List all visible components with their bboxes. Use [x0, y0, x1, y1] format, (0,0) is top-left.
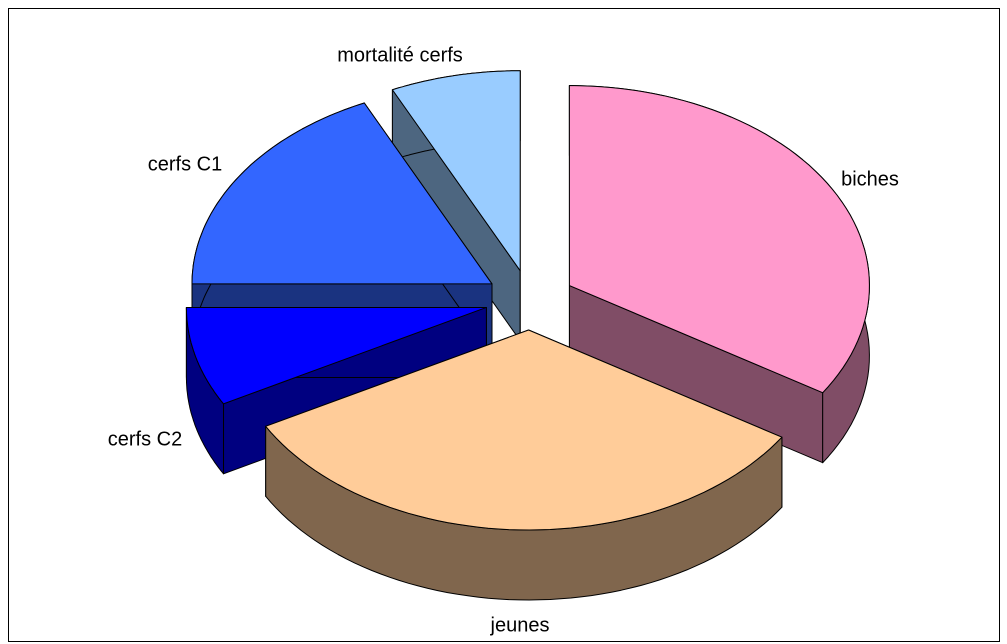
slice-label: jeunes [490, 614, 550, 636]
slice-top [191, 102, 493, 285]
pie-slice [568, 85, 870, 464]
slice-label: cerfs C2 [108, 428, 182, 450]
slice-label: cerfs C1 [148, 153, 222, 175]
slice-top [185, 306, 487, 405]
slice-label: mortalité cerfs [337, 44, 463, 66]
slice-top [568, 85, 870, 394]
slice-top [391, 70, 521, 272]
slice-top [265, 329, 783, 531]
slice-label: biches [841, 168, 899, 190]
pie-slice [265, 329, 783, 601]
